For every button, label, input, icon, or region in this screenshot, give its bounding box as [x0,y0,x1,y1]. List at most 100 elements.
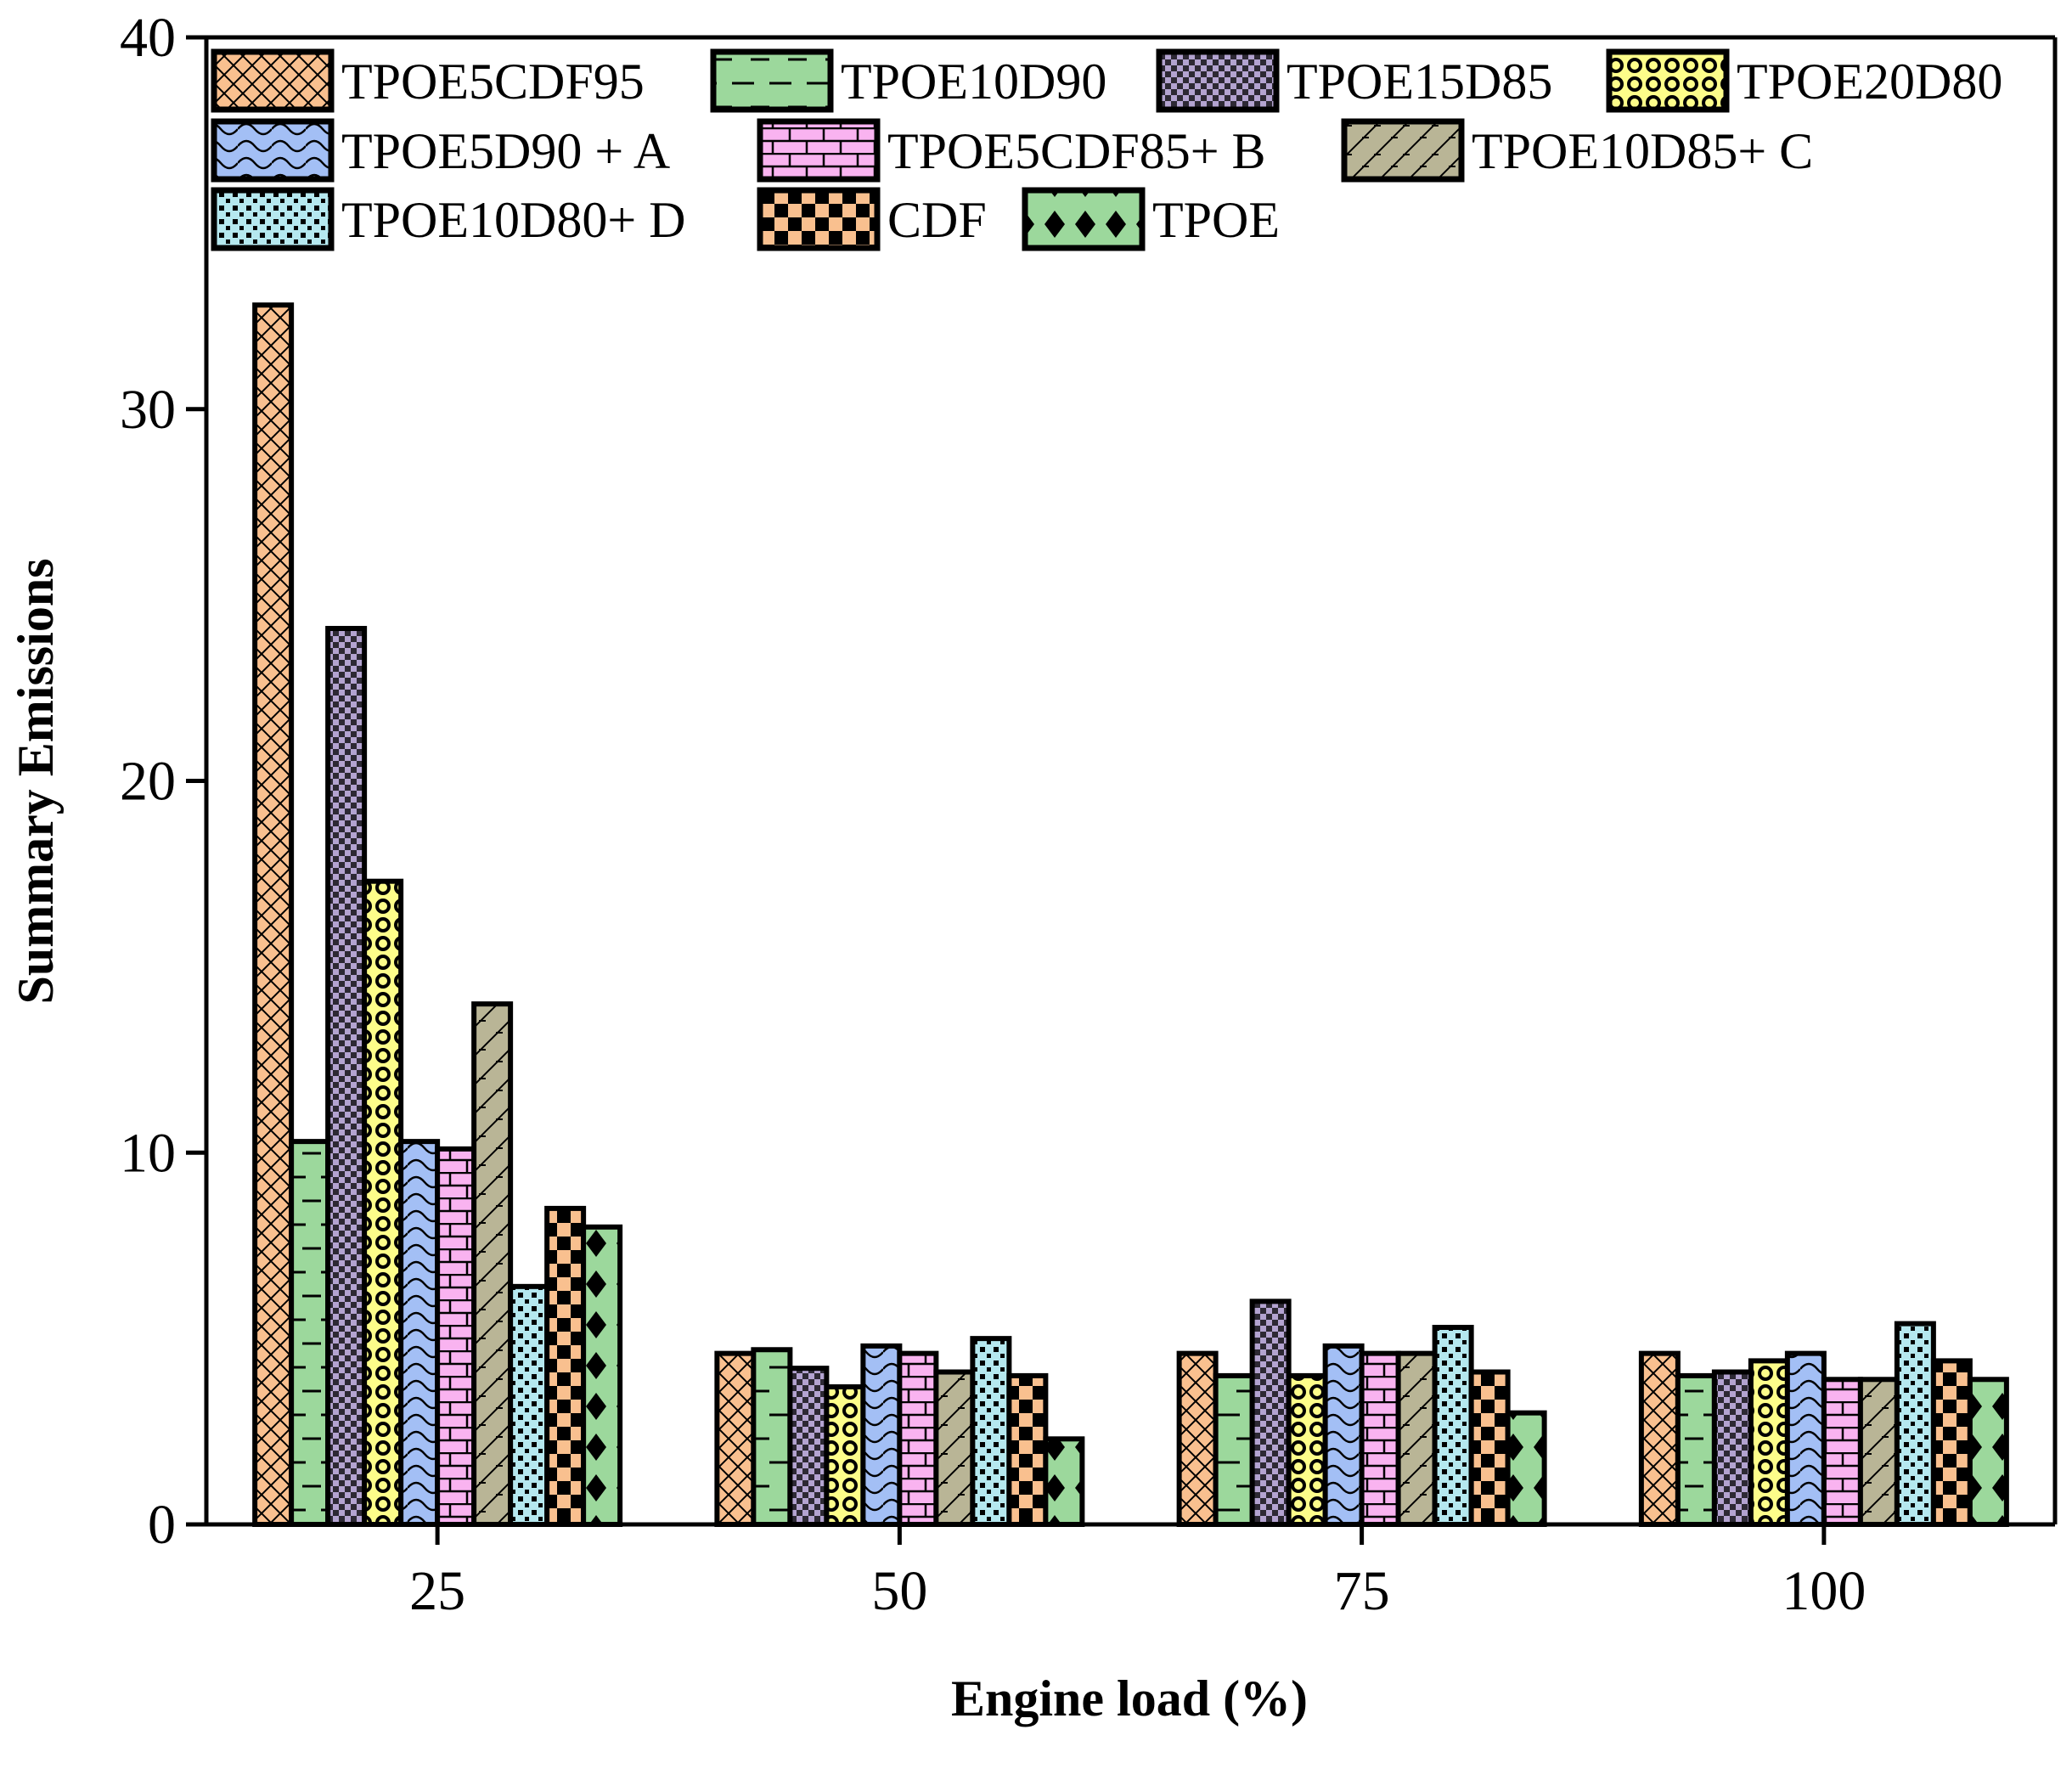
bar [1748,1358,1790,1528]
bar-outline [933,1369,976,1527]
bar-outline [1249,1299,1292,1527]
bar [1006,1372,1049,1528]
bar [1821,1377,1863,1527]
bar [1894,1321,1936,1527]
bar-outline [581,1224,623,1528]
bar [1432,1324,1474,1528]
legend-swatch [1156,48,1280,113]
bar [398,1139,441,1528]
bar [751,1347,793,1527]
legend-swatch [757,187,881,251]
bar-outline [787,1366,830,1528]
legend-label: TPOE10D80+ D [341,192,686,248]
bar-outline [1857,1377,1900,1527]
bar [289,1139,331,1528]
bar [471,1001,514,1527]
bar-outline [362,878,404,1527]
bars-layer [252,302,2009,1528]
bar [252,302,295,1527]
legend-label: TPOE5CDF85+ B [887,123,1266,179]
legend-label: TPOE10D90 [841,54,1106,110]
legend-swatch [211,48,335,113]
bar-outline [1821,1377,1863,1527]
bar-outline [1213,1372,1255,1528]
legend-label: CDF [887,192,987,248]
y-tick-label: 10 [120,1122,176,1184]
bar [1675,1372,1717,1528]
bar-outline [1176,1350,1219,1528]
legend-swatch [1022,187,1146,251]
y-tick-label: 40 [120,7,176,69]
bar-outline [1395,1350,1438,1528]
legend-swatch [211,187,335,251]
x-tick-label: 100 [1782,1560,1866,1622]
bar [1043,1436,1085,1528]
legend-item: TPOE20D80 [1606,48,2002,113]
x-axis-title: Engine load (%) [951,1670,1308,1727]
bar-outline [508,1283,550,1527]
legend-label: TPOE10D85+ C [1472,123,1813,179]
legend-swatch [1341,118,1465,183]
bar-outline [1967,1377,2009,1527]
bar [1505,1410,1547,1528]
legend-label: TPOE15D85 [1287,54,1552,110]
bar-outline [1638,1350,1681,1528]
bar-outline [860,1343,903,1527]
legend-swatch [710,48,834,113]
legend-item: TPOE10D80+ D [211,187,686,251]
legend-swatch [1606,48,1730,113]
bar [1249,1299,1292,1527]
bar [1176,1350,1219,1528]
legend-item: TPOE [1022,187,1280,251]
bar-outline [897,1350,939,1528]
bar [970,1336,1012,1527]
bar [1638,1350,1681,1528]
bar [714,1350,757,1528]
bar-outline [435,1146,477,1528]
bar [1930,1358,1973,1528]
bar [325,626,368,1528]
legend: TPOE5CDF95 TPOE10D90 TPOE15D85 TPOE20D80 TPO… [211,48,2002,251]
axes: 0 10 20 30 40 25 50 75 100 [120,7,2058,1622]
x-tick-label: 75 [1334,1560,1390,1622]
bar-outline [824,1384,866,1527]
y-tick-label: 20 [120,751,176,813]
bar-outline [471,1001,514,1527]
bar-outline [325,626,368,1528]
legend-label: TPOE [1152,192,1280,248]
bar [435,1146,477,1528]
bar-outline [1711,1369,1754,1527]
bar-outline [252,302,295,1527]
bar [1784,1350,1827,1528]
bar-outline [1675,1372,1717,1528]
legend-item: TPOE10D90 [710,48,1106,113]
legend-item: CDF [757,187,987,251]
x-tick-label: 25 [409,1560,465,1622]
legend-swatch [757,118,881,183]
bar [1967,1377,2009,1527]
legend-label: TPOE5D90 + A [341,123,670,179]
bar [544,1205,587,1527]
bar-outline [1894,1321,1936,1527]
bar [1322,1343,1365,1527]
bar-outline [1432,1324,1474,1528]
bar [787,1366,830,1528]
legend-label: TPOE5CDF95 [341,54,645,110]
bar [1213,1372,1255,1528]
x-tick-label: 50 [871,1560,927,1622]
legend-item: TPOE15D85 [1156,48,1552,113]
y-axis-title: Summary Emissions [8,558,64,1004]
y-tick-label: 0 [148,1494,176,1556]
bar-outline [1043,1436,1085,1528]
bar-outline [1286,1372,1328,1528]
bar [1286,1372,1328,1528]
legend-label: TPOE20D80 [1737,54,2002,110]
bar [824,1384,866,1527]
bar-outline [1322,1343,1365,1527]
bar [897,1350,939,1528]
legend-item: TPOE10D85+ C [1341,118,1813,183]
bar-outline [1930,1358,1973,1528]
bar [362,878,404,1527]
bar-outline [398,1139,441,1528]
